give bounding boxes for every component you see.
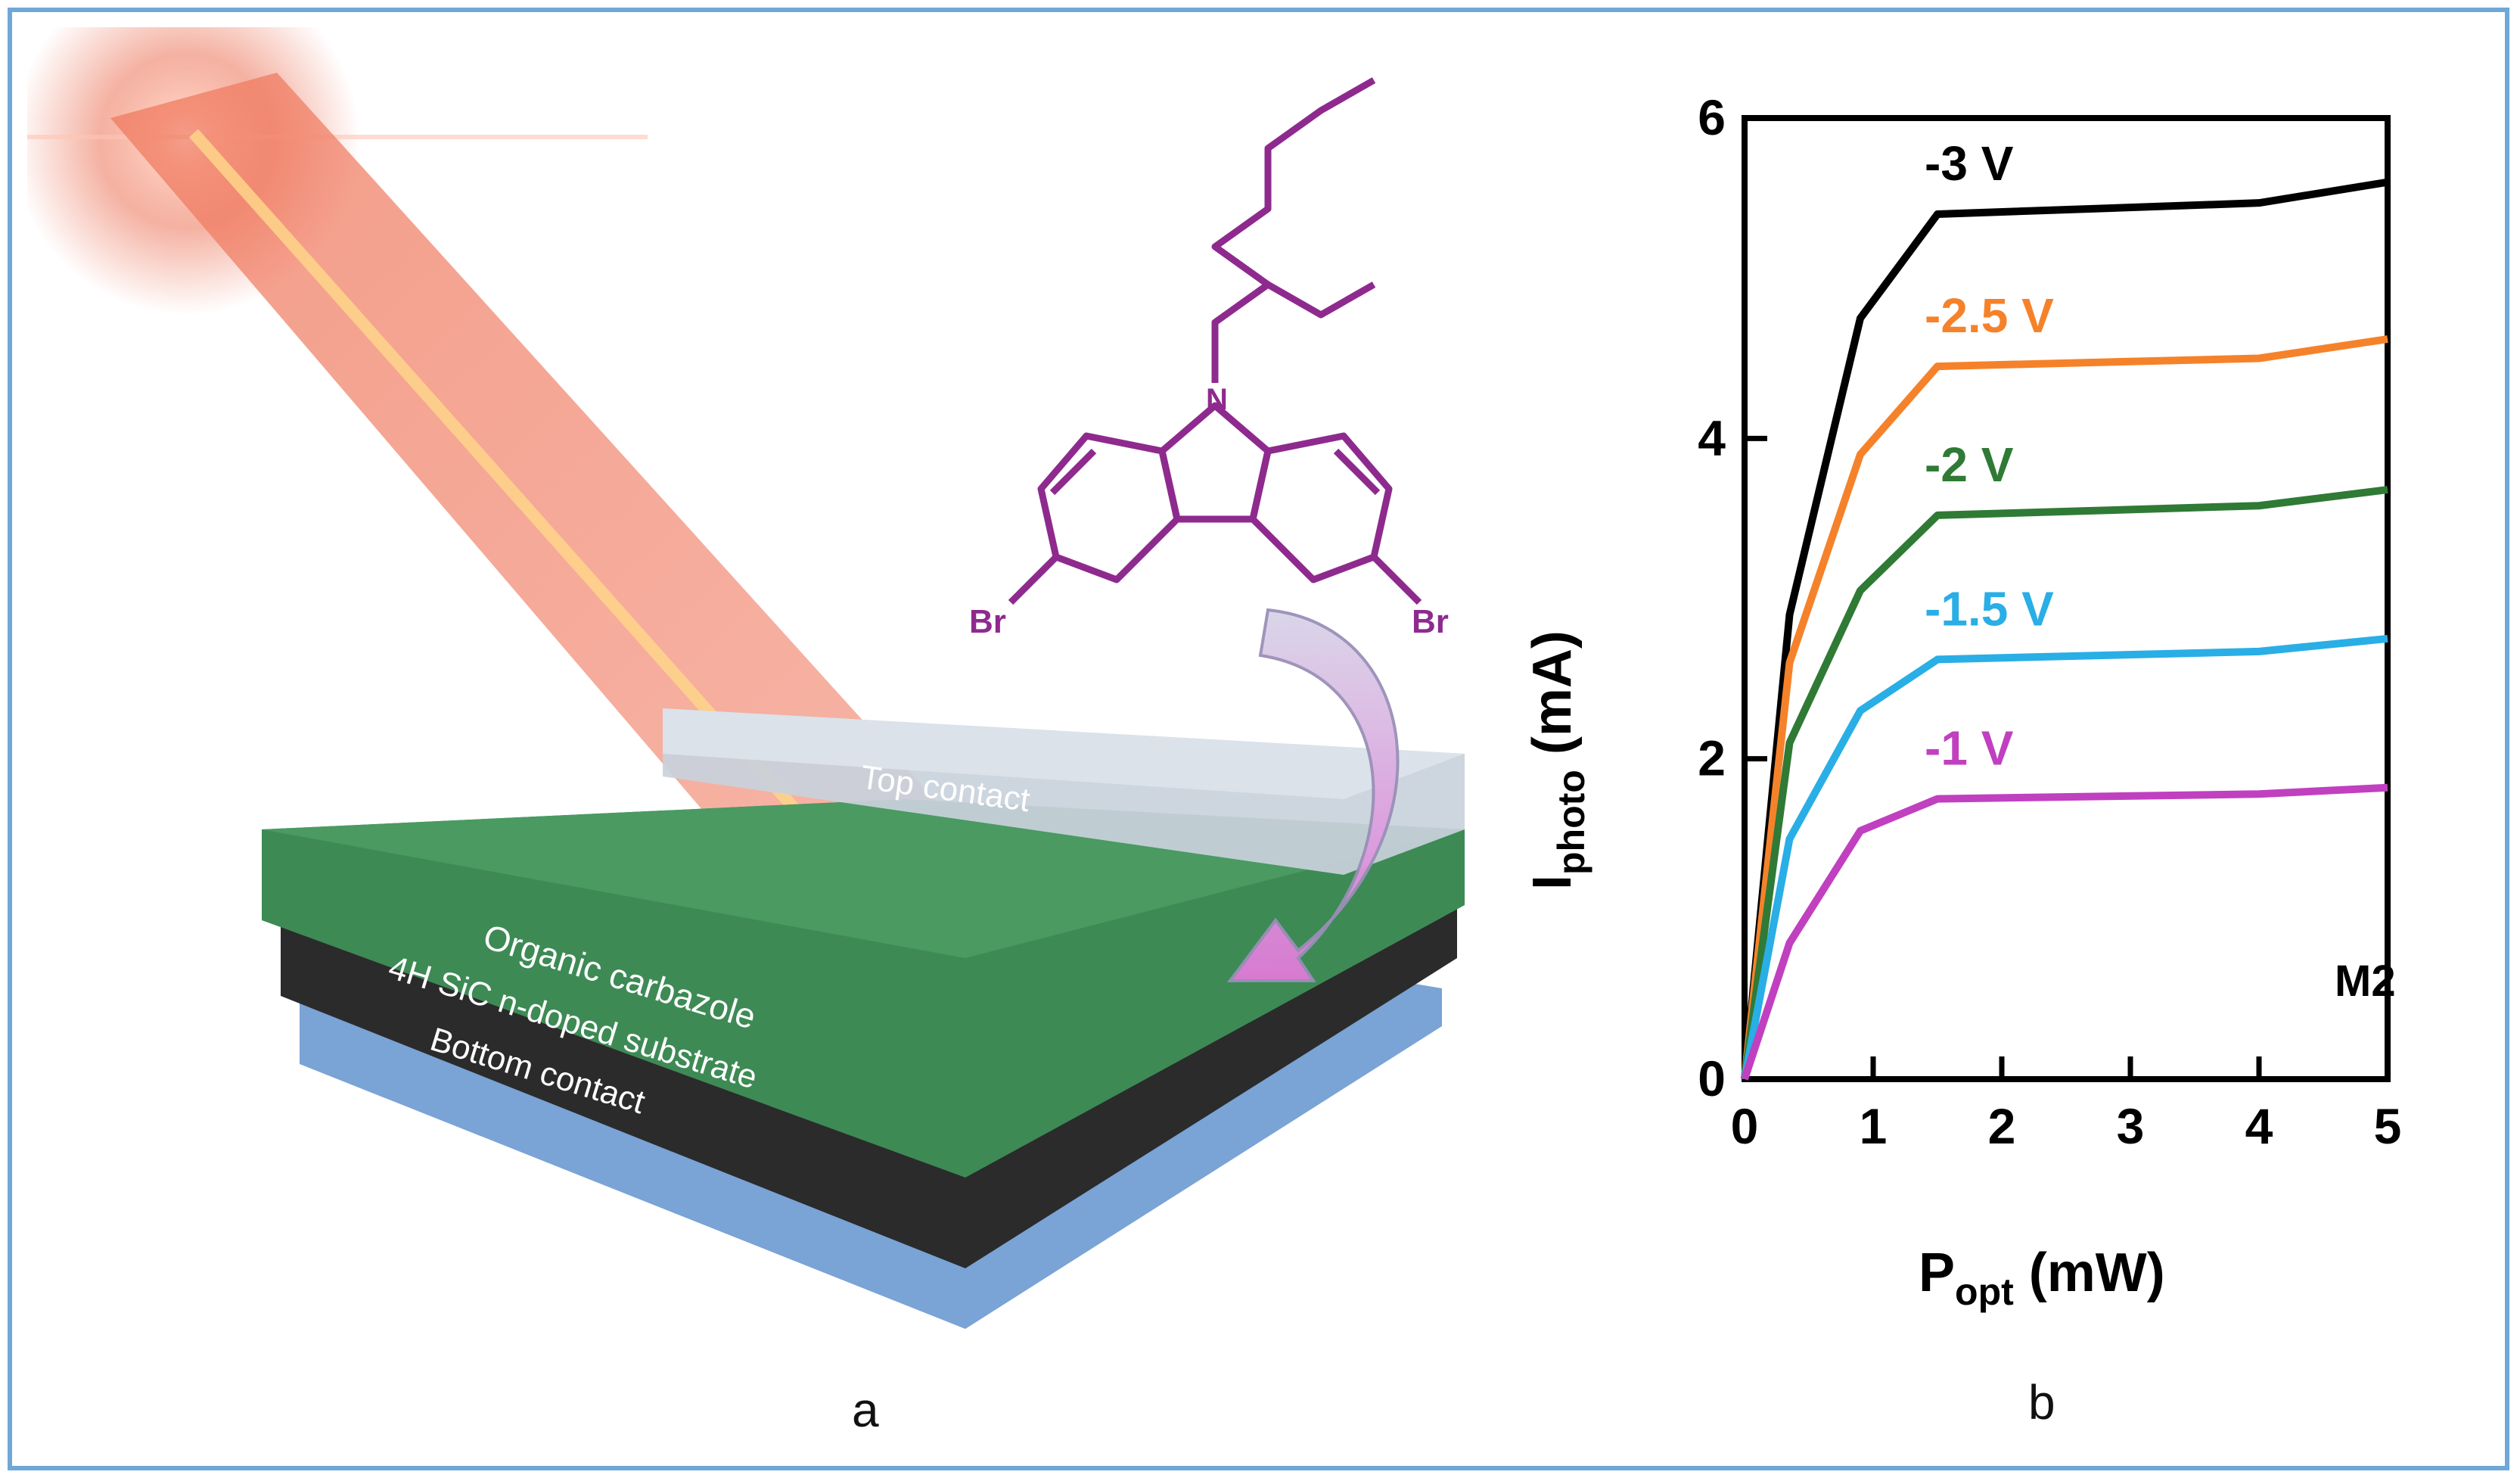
panel-label-a: a — [852, 1383, 879, 1437]
y-tick-label: 2 — [1698, 730, 1726, 786]
y-tick-label: 0 — [1698, 1050, 1726, 1106]
alkyl-chain — [1211, 77, 1376, 383]
bromine-left-label: Br — [969, 603, 1006, 640]
series-line — [1741, 783, 2388, 1081]
figure-frame: Top contact Organic carbazole 4H SiC n-d… — [8, 0, 2509, 1470]
device-schematic: Top contact Organic carbazole 4H SiC n-d… — [12, 0, 1465, 1329]
x-tick-label: 3 — [2117, 1098, 2145, 1154]
series-label: -2 V — [1925, 437, 2014, 492]
x-tick-label: 5 — [2374, 1098, 2402, 1154]
x-axis-label: Popt (mW) — [1919, 1243, 2165, 1313]
right-br-bond — [1371, 554, 1422, 605]
left-double-bond — [1049, 448, 1097, 496]
series-lines — [1741, 178, 2388, 1081]
series-label: -3 V — [1925, 136, 2014, 191]
series-label: -1 V — [1925, 721, 2014, 776]
series-label: -2.5 V — [1925, 288, 2054, 343]
series-line — [1741, 335, 2388, 1080]
bromine-right-label: Br — [1412, 603, 1449, 640]
right-double-bond — [1333, 448, 1381, 496]
photocurrent-chart: 0 1 2 3 4 5 0 2 4 6 -3 V -2.5 V -2 V -1.5 V -1 V M2 P… — [1522, 89, 2401, 1313]
pyrrole-ring — [1158, 402, 1272, 523]
x-tick-label: 2 — [1988, 1098, 2016, 1154]
series-line — [1741, 486, 2388, 1080]
nitrogen-label: N — [1206, 383, 1228, 416]
panel-label-b: b — [2028, 1375, 2055, 1430]
left-benzene-ring — [1037, 432, 1181, 583]
sample-annotation: M2 — [2335, 957, 2396, 1006]
device-schematic-panel: Top contact Organic carbazole 4H SiC n-d… — [12, 0, 1510, 1344]
series-line — [1741, 634, 2388, 1080]
left-br-bond — [1008, 554, 1059, 605]
carbazole-molecule — [1008, 77, 1422, 605]
y-tick-label: 4 — [1698, 409, 1726, 465]
series-line — [1741, 178, 2388, 1080]
top-contact-face — [663, 708, 1465, 799]
x-tick-label: 1 — [1860, 1098, 1888, 1154]
photocurrent-chart-panel: 0 1 2 3 4 5 0 2 4 6 -3 V -2.5 V -2 V -1.5 V -1 V M2 P… — [1510, 42, 2516, 1367]
plot-frame — [1742, 115, 2391, 1082]
right-benzene-ring — [1249, 432, 1393, 583]
y-axis-label: Iphoto (mA) — [1522, 630, 1592, 890]
x-tick-label: 0 — [1731, 1098, 1759, 1154]
curved-arrow — [1227, 608, 1400, 982]
ethyl-branch — [1266, 282, 1376, 319]
x-tick-label: 4 — [2245, 1098, 2273, 1154]
series-labels: -3 V -2.5 V -2 V -1.5 V -1 V — [1925, 136, 2054, 776]
axis-ticks: 0 1 2 3 4 5 0 2 4 6 — [1698, 89, 2401, 1154]
series-label: -1.5 V — [1925, 581, 2054, 636]
y-tick-label: 6 — [1698, 89, 1726, 145]
